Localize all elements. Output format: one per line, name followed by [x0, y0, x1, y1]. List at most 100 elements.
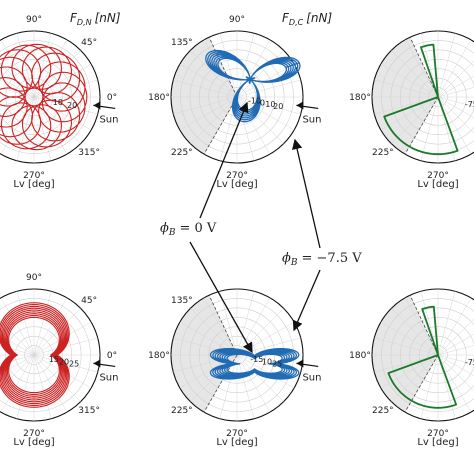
angle-tick-label: 225°: [171, 406, 193, 416]
sun-arrow-head: [93, 101, 101, 110]
sun-label: Sun: [302, 114, 321, 125]
radial-tick-label: 0: [260, 98, 265, 107]
angle-tick-label: 45°: [81, 296, 97, 306]
terminator-line: [409, 295, 439, 356]
angular-grid-line: [404, 297, 439, 356]
arrow-phi0-bottom: [189, 241, 253, 354]
angular-grid-line: [0, 297, 35, 356]
angular-grid-line: [437, 354, 474, 365]
polar-panel-3: 180° 225° 270° -75 Lv [deg]: [349, 30, 474, 190]
angular-grid-line: [219, 354, 238, 419]
angular-grid-line: [374, 79, 439, 98]
angular-grid-line: [16, 291, 35, 356]
panel-title-fdn: FD,N [nN]: [70, 11, 121, 27]
radial-tick-label: 20: [59, 357, 69, 366]
angular-grid-line: [0, 96, 35, 132]
angular-grid-line: [179, 63, 238, 98]
sun-arrow-head: [296, 359, 304, 368]
terminator-line: [203, 96, 238, 155]
angle-tick-label: 315°: [78, 148, 100, 158]
angle-tick-label: 0°: [107, 93, 117, 103]
angular-grid-line: [0, 354, 35, 413]
angular-grid-line: [236, 297, 271, 356]
arrow-phi0-top: [199, 101, 249, 219]
angle-tick-label: 270°: [23, 429, 45, 439]
polar-panel-6: 180° 225° 270° -75 Lv [deg]: [349, 288, 474, 448]
sun-label: Sun: [99, 114, 118, 125]
angular-grid-line: [437, 345, 474, 356]
series-line: [209, 347, 300, 380]
angular-grid-line: [219, 291, 238, 356]
series-line: [383, 43, 459, 156]
angular-grid-line: [391, 96, 439, 144]
angular-grid-line: [203, 297, 238, 356]
angular-grid-line: [33, 291, 52, 356]
sun-arrow-head: [93, 359, 101, 368]
angular-grid-line: [437, 291, 456, 356]
angular-grid-line: [190, 96, 238, 144]
angular-grid-line: [236, 308, 284, 356]
angle-tick-label: 180°: [349, 93, 371, 103]
angle-tick-label: 225°: [372, 406, 394, 416]
radial-tick-label: 15: [49, 355, 59, 364]
angle-tick-label: 45°: [81, 38, 97, 48]
angular-grid-line: [0, 62, 35, 98]
angular-grid-line: [391, 308, 439, 356]
angular-grid-line: [437, 96, 474, 107]
angle-tick-label: 270°: [427, 171, 449, 181]
angular-grid-line: [404, 39, 439, 98]
radial-tick-label: -10: [248, 97, 261, 106]
angular-grid-line: [236, 33, 255, 98]
night-side-shading: [372, 37, 438, 155]
angular-grid-line: [236, 63, 295, 98]
angular-grid-line: [420, 96, 439, 161]
angular-grid-line: [33, 33, 52, 98]
polar-panel-1: 90° 45° 0° 315° 270° 10 20 Sun Lv [deg]: [0, 15, 118, 190]
angular-grid-line: [437, 96, 474, 134]
angular-grid-line: [190, 50, 238, 98]
terminator-line: [409, 37, 439, 98]
angle-tick-label: 225°: [372, 148, 394, 158]
angular-grid-line: [437, 60, 474, 98]
series-line: [205, 49, 301, 123]
angular-grid-line: [0, 96, 35, 155]
angular-grid-line: [236, 354, 284, 402]
angle-tick-label: 225°: [171, 148, 193, 158]
angular-grid-line: [16, 354, 35, 419]
annotation-phi-0: ϕB = 0 V: [160, 221, 217, 238]
angular-grid-line: [437, 354, 474, 377]
angular-grid-line: [391, 354, 439, 402]
angle-tick-label: 180°: [148, 93, 170, 103]
angular-grid-line: [437, 33, 456, 98]
radial-tick-label: 20: [67, 101, 77, 110]
angular-grid-line: [437, 87, 474, 98]
angular-grid-line: [437, 354, 474, 392]
angle-tick-label: 90°: [26, 273, 42, 283]
angular-grid-line: [33, 96, 52, 161]
angular-grid-line: [33, 354, 68, 413]
terminator-line: [208, 37, 238, 98]
radial-tick-label: -75: [465, 100, 474, 109]
angle-tick-label: 270°: [23, 171, 45, 181]
angular-grid-line: [236, 39, 271, 98]
x-axis-label: Lv [deg]: [417, 437, 458, 448]
angular-grid-line: [0, 39, 35, 98]
angular-grid-line: [374, 337, 439, 356]
angle-tick-label: 180°: [349, 351, 371, 361]
angular-grid-line: [437, 96, 472, 155]
angular-grid-line: [437, 354, 472, 413]
angular-grid-line: [33, 63, 92, 98]
angle-tick-label: 135°: [171, 38, 193, 48]
angular-grid-line: [380, 321, 439, 356]
radial-tick-label: 25: [69, 360, 79, 369]
angular-grid-line: [437, 354, 456, 419]
radial-tick-label: 10: [53, 98, 63, 107]
angular-grid-line: [173, 96, 238, 115]
angular-grid-line: [380, 96, 439, 131]
angular-grid-line: [437, 75, 474, 98]
sun-label: Sun: [302, 372, 321, 383]
angular-grid-line: [236, 354, 271, 413]
angular-grid-line: [374, 354, 439, 373]
radial-tick-label: 20: [273, 102, 283, 111]
